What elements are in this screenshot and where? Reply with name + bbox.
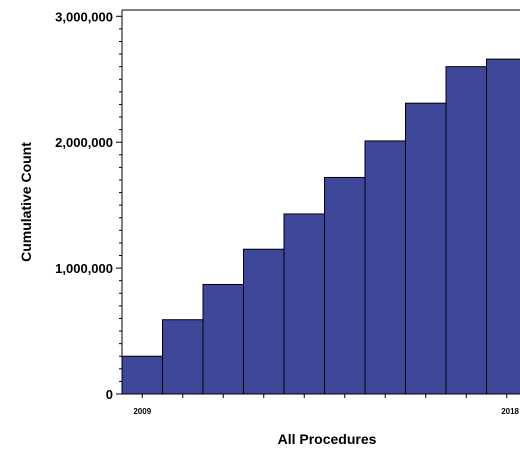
bar-2010	[162, 319, 204, 395]
y-tick-label: 2,000,000	[55, 135, 113, 150]
bar-2017	[445, 66, 487, 395]
x-tick-label-first: 2009	[133, 407, 151, 416]
y-tick-label: 0	[106, 387, 113, 402]
bar-2011	[202, 283, 244, 395]
bar-2015	[364, 140, 406, 395]
y-tick-label: 1,000,000	[55, 261, 113, 276]
y-tick-label: 3,000,000	[55, 9, 113, 24]
bar-2018	[486, 58, 520, 395]
bar-2014	[324, 176, 366, 395]
bar-2012	[243, 248, 285, 395]
bar-2013	[283, 213, 325, 395]
x-axis: 2009 2018	[133, 394, 520, 416]
bars	[121, 58, 520, 395]
y-axis: 0 1,000,000 2,000,000 3,000,000	[55, 9, 122, 402]
bar-2009	[121, 355, 163, 395]
y-axis-title: Cumulative Count	[18, 142, 34, 262]
x-axis-title: All Procedures	[278, 431, 377, 447]
bar-2016	[405, 102, 447, 395]
x-tick-label-last: 2018	[501, 407, 519, 416]
